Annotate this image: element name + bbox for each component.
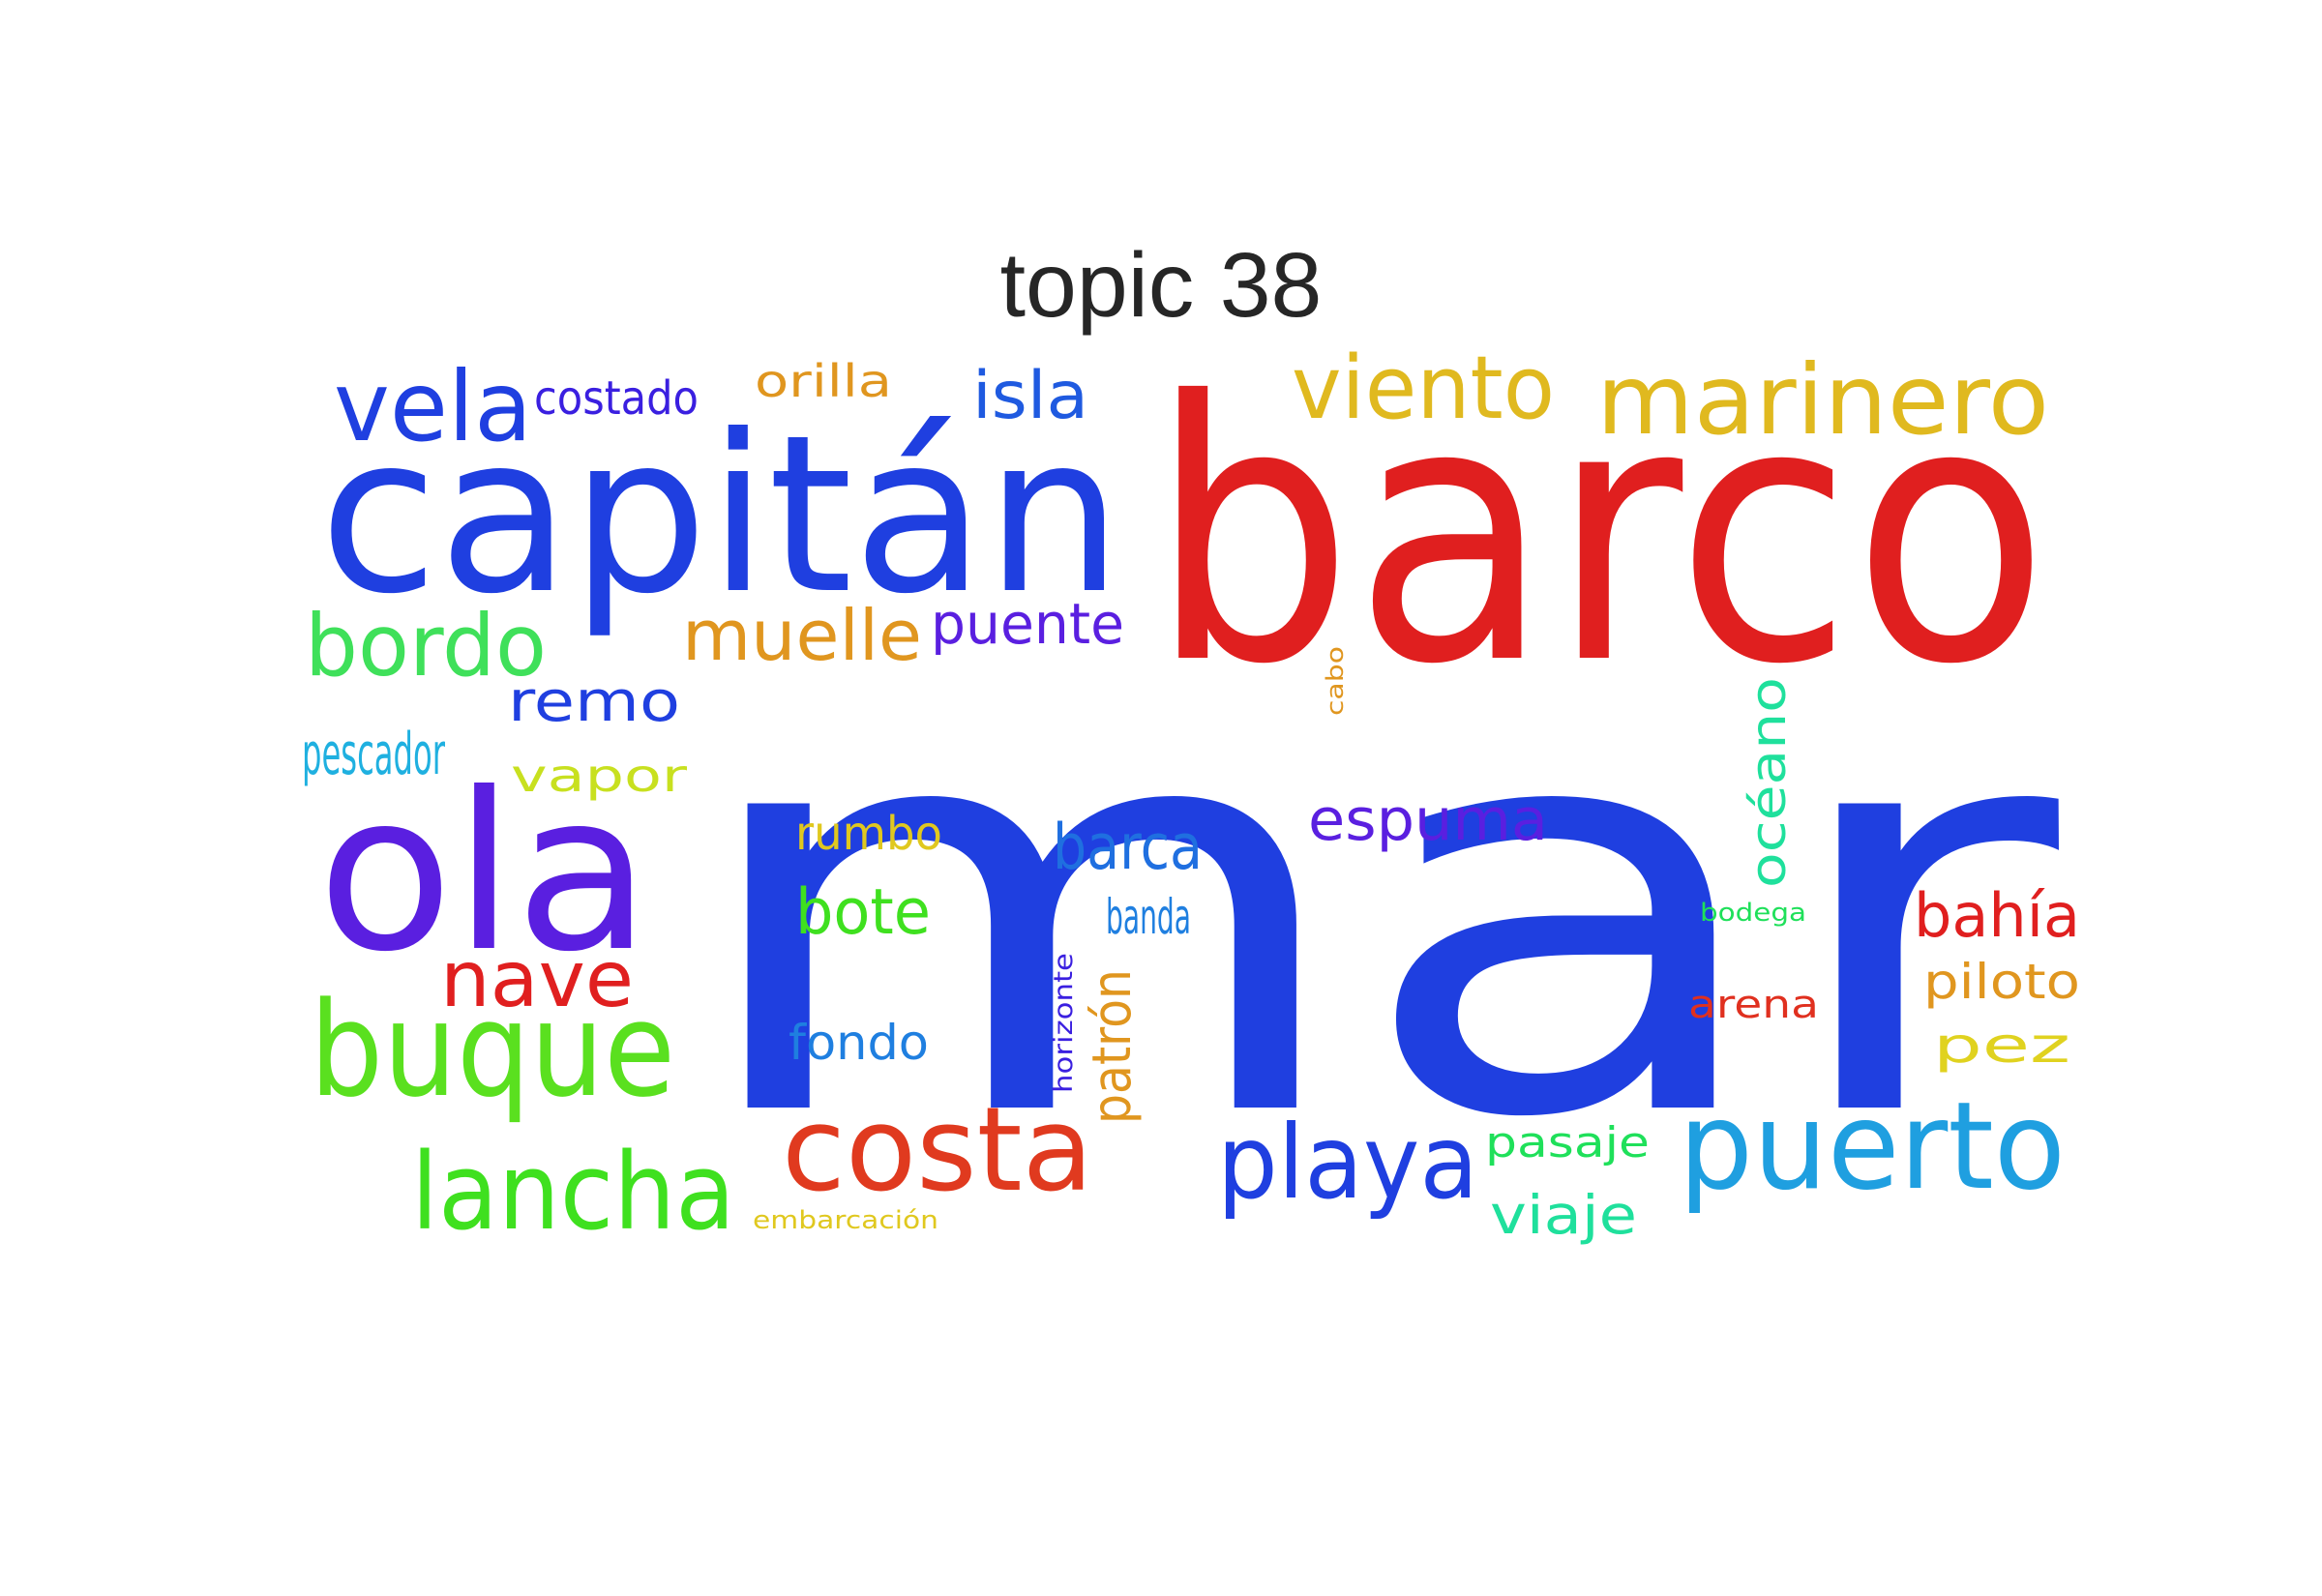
word-playa: playa <box>1217 1104 1478 1222</box>
word-orilla: viaje <box>1490 1184 1637 1246</box>
word-banda: rumbo <box>795 807 942 861</box>
word-embarcacion: embarcación <box>753 1206 938 1235</box>
word-cabo: cabo <box>1322 646 1349 716</box>
word-patron: arena <box>1688 983 1819 1027</box>
word-pescador: océano <box>1741 677 1797 888</box>
word-puerto: puerto <box>1679 1077 2066 1217</box>
word-fondo: orilla <box>755 355 892 407</box>
word-rumbo: costado <box>534 371 699 426</box>
word-marinero: marinero <box>1596 343 2049 457</box>
word-espuma: espuma <box>1308 786 1548 854</box>
word-puente: puente <box>931 591 1124 657</box>
word-arena: pez <box>1933 1018 2070 1074</box>
word-bahia: bahía <box>1914 880 2080 951</box>
word-nave: nave <box>440 934 634 1024</box>
word-horizonte: horizonte <box>1049 953 1079 1093</box>
word-viento: viento <box>1292 338 1555 439</box>
figure-title: topic 38 <box>999 234 1323 337</box>
word-buque: buque <box>310 974 675 1126</box>
word-bote: bote <box>795 876 931 949</box>
word-remo: patrón <box>1081 969 1143 1124</box>
word-capitan: capitán <box>319 389 1122 642</box>
word-costa: costa <box>782 1083 1093 1218</box>
word-pez: banda <box>1106 889 1191 945</box>
word-mar: mar <box>685 591 2067 1239</box>
word-bordo: bordo <box>305 596 547 695</box>
word-ola: ola <box>317 747 651 1000</box>
word-vela: vela <box>334 350 532 463</box>
word-oceano: pasaje <box>1485 1118 1650 1167</box>
word-pasaje: piloto <box>1923 954 2080 1010</box>
word-muelle: muelle <box>682 595 922 676</box>
word-costado: vapor <box>511 750 687 802</box>
word-bodega: bodega <box>1700 899 1806 928</box>
word-vapor: remo <box>508 668 680 734</box>
word-barco: barco <box>1149 327 2049 743</box>
word-barca: barca <box>1053 812 1203 884</box>
word-lancha: lancha <box>411 1130 735 1254</box>
word-viaje: pescador <box>302 721 445 788</box>
word-piloto: fondo <box>789 1015 929 1071</box>
word-isla: isla <box>972 358 1088 434</box>
